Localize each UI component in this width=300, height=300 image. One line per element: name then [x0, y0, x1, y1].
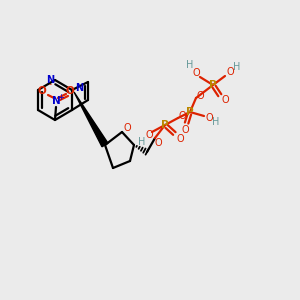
Text: N: N	[52, 96, 60, 106]
Text: O: O	[38, 86, 46, 96]
Text: N: N	[75, 83, 83, 93]
Text: +: +	[58, 92, 64, 101]
Text: P: P	[186, 107, 194, 117]
Text: O: O	[196, 91, 204, 101]
Text: O: O	[123, 123, 131, 133]
Text: O: O	[154, 138, 162, 148]
Text: H: H	[186, 60, 194, 70]
Polygon shape	[74, 92, 108, 147]
Text: O: O	[66, 86, 74, 96]
Text: P: P	[161, 120, 169, 130]
Text: H: H	[138, 137, 146, 147]
Text: H: H	[233, 62, 241, 72]
Text: O: O	[176, 134, 184, 144]
Text: O: O	[181, 125, 189, 135]
Text: O: O	[192, 68, 200, 78]
Text: -: -	[49, 80, 52, 89]
Text: O: O	[205, 113, 213, 123]
Text: O: O	[145, 130, 153, 140]
Text: N: N	[46, 75, 54, 85]
Text: H: H	[212, 117, 220, 127]
Text: O: O	[226, 67, 234, 77]
Text: P: P	[209, 80, 217, 90]
Text: O: O	[178, 111, 186, 121]
Text: O: O	[221, 95, 229, 105]
